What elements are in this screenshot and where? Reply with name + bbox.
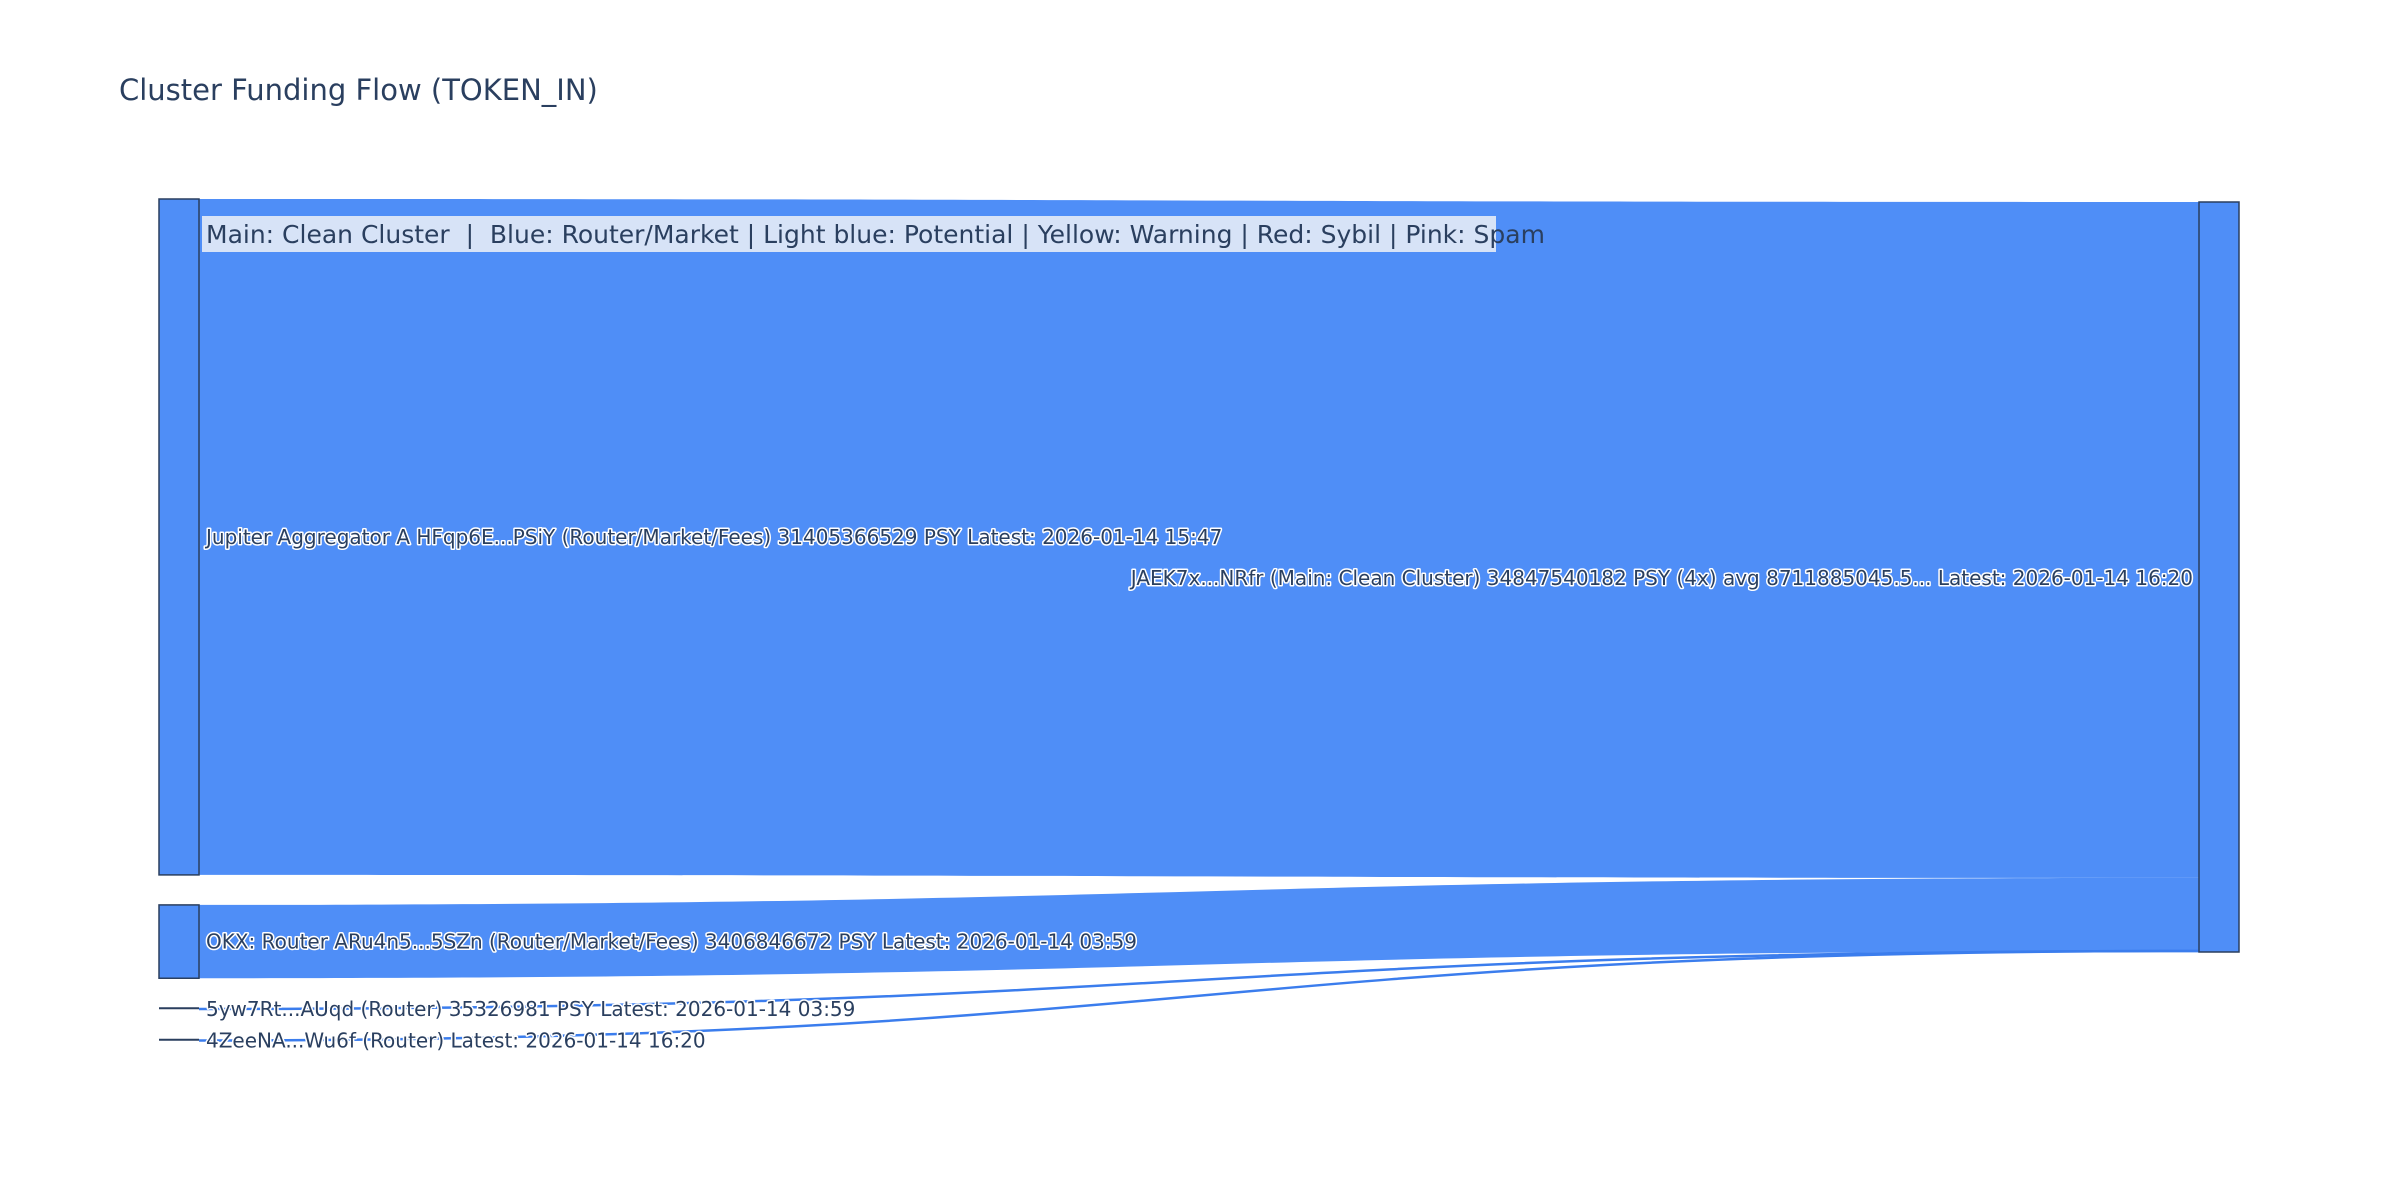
node-jaek[interactable]: [2198, 201, 2240, 953]
node-label-okx: OKX: Router ARu4n5...5SZn (Router/Market…: [206, 930, 1137, 954]
nodes-layer: [158, 198, 2240, 1041]
chart-title: Cluster Funding Flow (TOKEN_IN): [119, 73, 598, 107]
legend-annotation-bg: [202, 216, 1496, 252]
node-label-jaek: JAEK7x...NRfr (Main: Clean Cluster) 3484…: [1129, 566, 2193, 590]
link-4zee[interactable]: [198, 949, 2200, 1042]
node-label-jupiter: Jupiter Aggregator A HFqp6E...PSiY (Rout…: [204, 525, 1222, 549]
legend-annotation: Main: Clean Cluster | Blue: Router/Marke…: [206, 220, 1545, 249]
node-jupiter[interactable]: [158, 198, 200, 876]
links-layer: [198, 199, 2200, 1042]
link-5yw7[interactable]: [198, 949, 2200, 1011]
link-okx[interactable]: [199, 877, 2199, 979]
labels-layer: Jupiter Aggregator A HFqp6E...PSiY (Rout…: [203, 523, 2195, 1054]
node-okx[interactable]: [158, 904, 200, 979]
node-label-4zee: 4ZeeNA...Wu6f (Router) Latest: 2026-01-1…: [206, 1028, 706, 1052]
link-jupiter[interactable]: [199, 199, 2199, 878]
node-label-5yw7: 5yw7Rt...AUqd (Router) 35326981 PSY Late…: [206, 997, 855, 1021]
